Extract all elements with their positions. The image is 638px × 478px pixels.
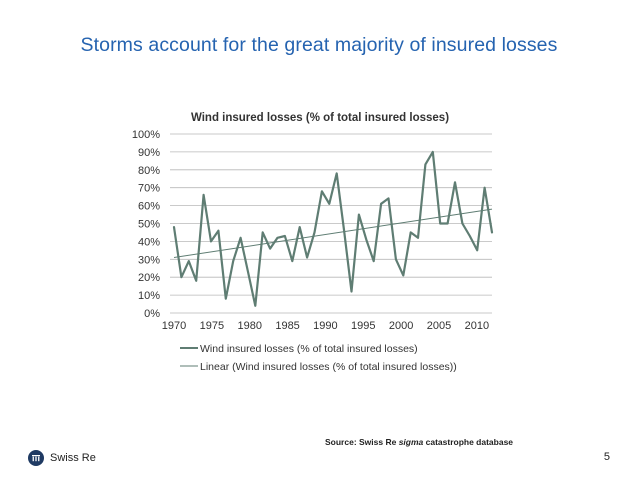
x-axis-ticks: 1970 1975 1980 1985 1990 1995 2000 2005 2010 [162, 320, 489, 332]
legend-label-1: Linear (Wind insured losses (% of total … [200, 361, 457, 373]
y-tick-label: 100% [132, 129, 160, 141]
x-tick-label: 1995 [351, 320, 375, 332]
y-axis-ticks: 0% 10% 20% 30% 40% 50% 60% 70% 80% 90% 100% [132, 129, 160, 320]
y-tick-label: 80% [138, 165, 160, 177]
brand-logo: Swiss Re [28, 447, 96, 469]
swiss-re-logo-icon [28, 450, 44, 466]
y-tick-label: 50% [138, 219, 160, 231]
brand-name: Swiss Re [50, 452, 96, 464]
y-tick-label: 60% [138, 201, 160, 213]
x-tick-label: 1990 [313, 320, 337, 332]
y-tick-label: 70% [138, 183, 160, 195]
x-tick-label: 1975 [200, 320, 224, 332]
source-suffix: catastrophe database [423, 437, 514, 447]
series-line-wind [172, 150, 494, 307]
y-tick-label: 30% [138, 254, 160, 266]
y-tick-label: 90% [138, 147, 160, 159]
x-tick-label: 2010 [465, 320, 489, 332]
trend-layer [173, 208, 493, 259]
source-sigma: sigma [398, 437, 424, 447]
x-tick-label: 2000 [389, 320, 413, 332]
source-prefix: Source: Swiss Re [325, 437, 399, 447]
legend: Wind insured losses (% of total insured … [180, 343, 457, 373]
y-tick-label: 40% [138, 236, 160, 248]
x-tick-label: 1970 [162, 320, 186, 332]
y-tick-label: 10% [138, 290, 160, 302]
x-tick-label: 2005 [427, 320, 451, 332]
chart-title: Wind insured losses (% of total insured … [191, 112, 449, 124]
trend-line [173, 208, 493, 259]
x-tick-label: 1980 [237, 320, 261, 332]
x-tick-label: 1985 [275, 320, 299, 332]
series-layer [172, 150, 494, 307]
y-tick-label: 0% [144, 308, 160, 320]
y-tick-label: 20% [138, 272, 160, 284]
legend-label-0: Wind insured losses (% of total insured … [200, 343, 418, 355]
source-note: Source: Swiss Re sigma catastrophe datab… [325, 437, 513, 447]
page-number: 5 [603, 451, 610, 463]
slide-title: Storms account for the great majority of… [80, 34, 558, 56]
